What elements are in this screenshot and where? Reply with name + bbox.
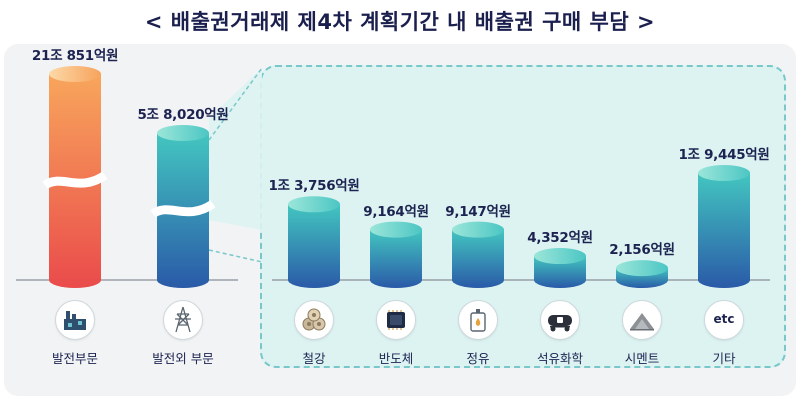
category-label-8: 기타 [712,351,736,366]
bar-6-top [534,248,586,265]
bar-7-top [616,260,668,277]
bar-7 [616,260,668,288]
category-label-5: 정유 [466,351,490,366]
bar-1-axis-break [42,171,108,190]
value-label-1: 21조 851억원 [31,48,119,64]
bar-2-top [157,125,209,141]
category-label-3: 철강 [302,351,326,366]
value-label-4: 9,164억원 [363,203,429,220]
etc-icon-text: etc [713,312,735,326]
value-label-7: 2,156억원 [609,242,675,259]
tank-wagon-icon [540,300,580,340]
category-label-1: 발전부문 [51,351,99,366]
bar-1-top [49,66,101,82]
connector-line-top [208,67,263,141]
bar-2 [150,125,216,288]
bar-5-top [452,221,504,238]
bar-8-body [698,173,750,288]
bar-4-top [370,221,422,238]
bar-5 [452,221,504,288]
value-label-6: 4,352억원 [527,230,593,247]
bar-6-body [534,256,586,288]
power-plant-icon [55,300,95,340]
etc-icon: etc [704,300,744,340]
page-title: < 배출권거래제 제4차 계획기간 내 배출권 구매 부담 > [144,10,656,34]
bar-6 [534,248,586,288]
bar-3-top [288,196,340,213]
connector-line-bottom [208,249,263,263]
bar-5-body [452,229,504,288]
bar-3-body [288,204,340,288]
oil-can-icon [458,300,498,340]
connector-wedge [209,68,262,230]
category-label-2: 발전외 부문 [152,351,214,366]
bar-2-axis-break [150,199,216,218]
value-label-8: 1조 9,445억원 [678,147,770,163]
value-label-5: 9,147억원 [445,203,511,220]
steel-coils-icon [294,300,334,340]
value-label-3: 1조 3,756억원 [268,178,360,195]
cement-pile-icon [622,300,662,340]
bar-3 [288,196,340,288]
category-label-6: 석유화학 [536,351,584,366]
bar-4-body [370,229,422,288]
bar-8-top [698,165,750,181]
category-label-4: 반도체 [378,351,414,366]
category-label-7: 시멘트 [624,351,660,366]
bar-4 [370,221,422,288]
bar-8 [698,165,750,288]
transmission-tower-icon [163,300,203,340]
value-label-2: 5조 8,020억원 [137,107,229,123]
bar-1 [42,66,108,288]
semiconductor-chip-icon [376,300,416,340]
